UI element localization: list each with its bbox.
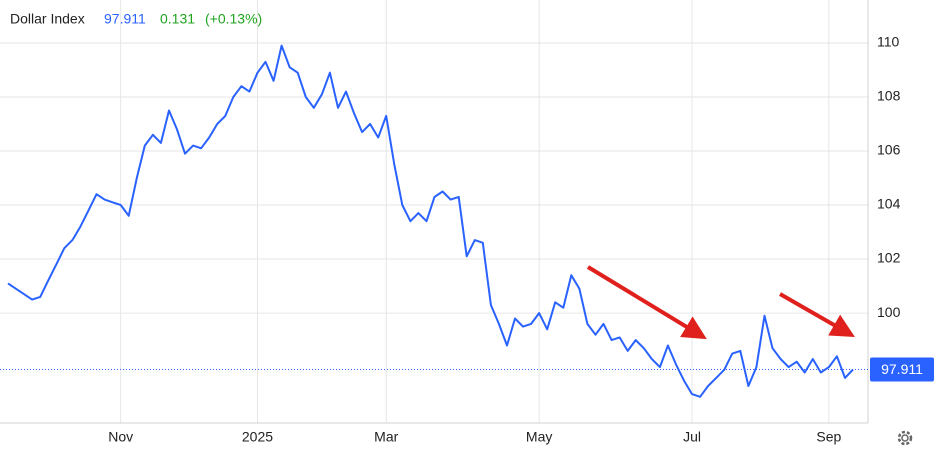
y-tick-label: 104 [877, 196, 901, 212]
x-tick-label: Nov [108, 429, 133, 445]
x-tick-label: 2025 [242, 429, 273, 445]
y-tick-label: 110 [877, 34, 900, 50]
annotation-arrow [779, 292, 855, 337]
change: 0.131 [160, 11, 195, 27]
x-tick-label: Jul [683, 429, 701, 445]
last-price-tag-label: 97.911 [881, 361, 923, 377]
y-tick-label: 102 [877, 250, 901, 266]
x-tick-label: Sep [816, 429, 841, 445]
y-tick-label: 106 [877, 142, 901, 158]
y-tick-label: 108 [877, 88, 901, 104]
y-tick-label: 100 [877, 304, 901, 320]
change-percent: (+0.13%) [205, 11, 262, 27]
x-tick-label: May [526, 429, 552, 445]
annotation-arrow [586, 265, 707, 340]
x-tick-label: Mar [374, 429, 398, 445]
last-price-tag [870, 357, 934, 382]
settings-icon[interactable] [897, 430, 913, 446]
chart-title: Dollar Index [10, 11, 85, 27]
series-line [7, 44, 854, 398]
last-price: 97.911 [104, 11, 146, 27]
